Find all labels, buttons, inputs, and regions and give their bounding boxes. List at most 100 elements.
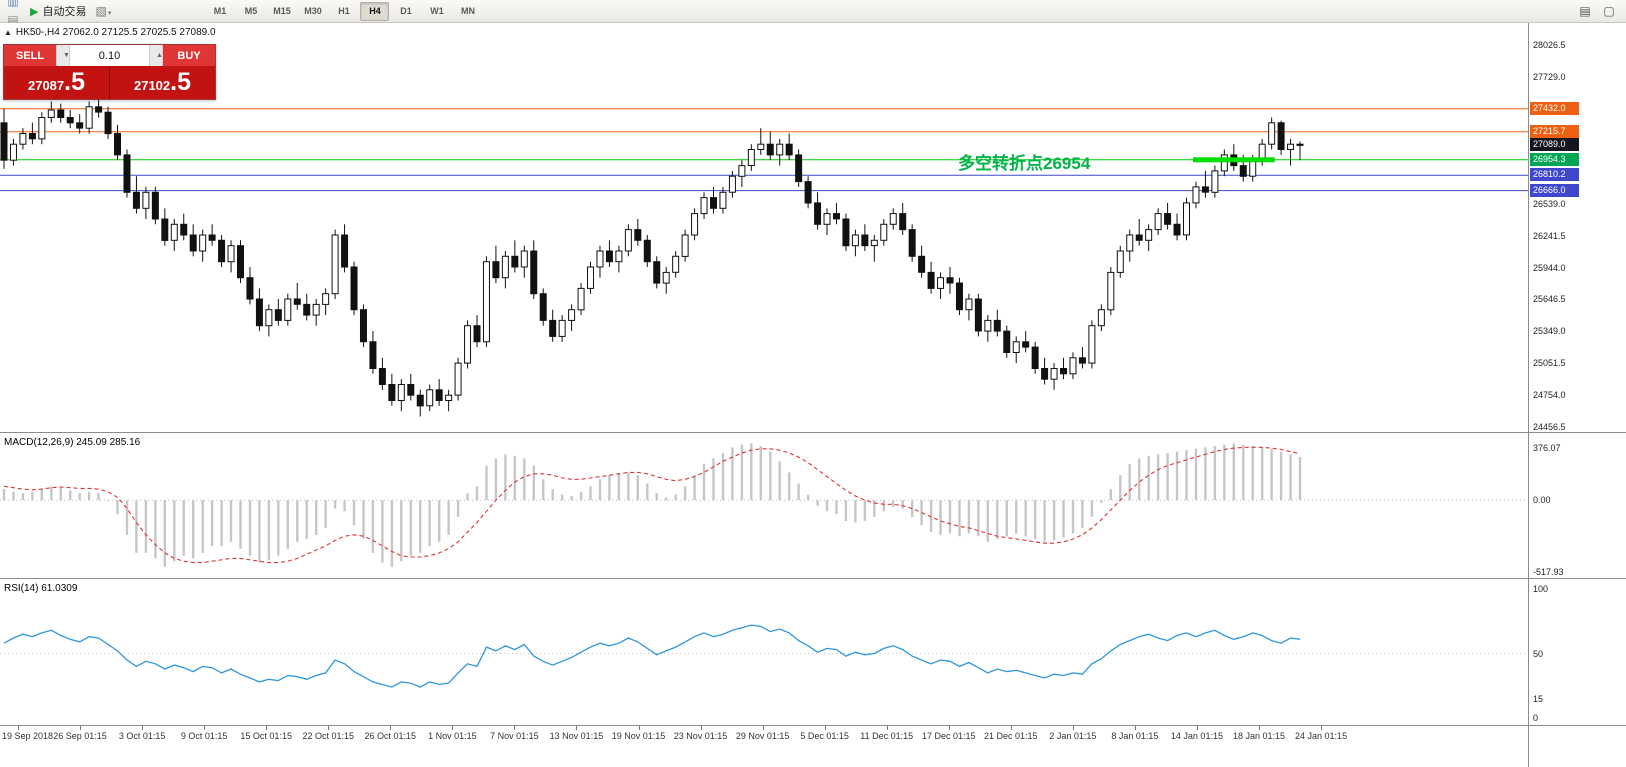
date-tick <box>1134 726 1136 730</box>
buy-price[interactable]: 27102.5 <box>133 68 191 96</box>
main-chart-panel[interactable]: ▲ HK50-,H4 27062.0 27125.5 27025.5 27089… <box>0 23 1528 432</box>
date-tick <box>1010 726 1012 730</box>
chart-window-icon[interactable]: ▥ <box>7 0 19 8</box>
date-tick <box>638 726 640 730</box>
date-label: 17 Dec 01:15 <box>921 731 976 741</box>
date-tick <box>514 726 516 730</box>
macd-scale-label: 376.07 <box>1533 442 1561 453</box>
panel-separator[interactable] <box>0 578 1626 579</box>
price-tick-label: 26241.5 <box>1533 230 1566 241</box>
templates-icon[interactable]: ▧▾ <box>95 3 112 18</box>
pivot-annotation: 多空转折点26954 <box>958 154 1091 173</box>
timeframe-mn[interactable]: MN <box>460 5 475 16</box>
auto-trading-button[interactable]: ▶ 自动交易 <box>24 2 92 21</box>
candles-layer <box>0 99 1304 417</box>
date-label: 3 Oct 01:15 <box>118 731 166 741</box>
volume-increase-button[interactable]: ▲ <box>149 45 163 66</box>
rsi-line <box>3 624 1301 688</box>
date-label: 24 Jan 01:15 <box>1295 731 1348 741</box>
date-label: 21 Dec 01:15 <box>984 731 1038 741</box>
volume-input[interactable] <box>70 45 149 66</box>
price-level-tag: 26954.3 <box>1530 152 1579 166</box>
date-tick <box>762 726 764 730</box>
macd-signal-line <box>3 446 1301 564</box>
macd-label: MACD(12,26,9) 245.09 285.16 <box>4 437 141 448</box>
date-label: 1 Nov 01:15 <box>428 731 477 741</box>
price-tick-label: 25646.5 <box>1533 294 1566 305</box>
date-tick <box>266 726 268 730</box>
timeframe-m15[interactable]: M15 <box>273 5 291 16</box>
chevron-down-icon[interactable]: ▾ <box>107 9 112 17</box>
rsi-label: RSI(14) 61.0309 <box>4 583 78 594</box>
date-label: 18 Jan 01:15 <box>1232 731 1286 741</box>
level-lines-layer[interactable] <box>0 108 1528 192</box>
macd-scale-label: -517.93 <box>1533 567 1564 578</box>
rsi-chart <box>0 624 1528 688</box>
price-tick-label: 27729.0 <box>1533 72 1566 83</box>
date-tick <box>948 726 950 730</box>
timeframe-m5[interactable]: M5 <box>244 5 258 16</box>
price-level-tag: 27432.0 <box>1530 101 1579 115</box>
date-tick <box>452 726 454 730</box>
play-icon: ▶ <box>30 5 39 18</box>
rsi-scale-label: 100 <box>1533 584 1549 594</box>
date-label: 11 Dec 01:15 <box>860 731 914 741</box>
date-tick <box>824 726 826 730</box>
rsi-panel[interactable]: RSI(14) 61.0309 <box>0 579 1528 725</box>
panel-separator[interactable] <box>0 432 1626 433</box>
date-label: 23 Nov 01:15 <box>673 731 728 741</box>
chart-title: ▲ HK50-,H4 27062.0 27125.5 27025.5 27089… <box>4 27 216 38</box>
date-tick <box>142 726 144 730</box>
date-axis[interactable]: 19 Sep 2018 26 Sep 01:15 3 Oct 01:15 9 Oct … <box>0 726 1528 767</box>
date-label: 2 Jan 01:15 <box>1049 731 1097 741</box>
window-mode-icon[interactable]: ▢ <box>1603 3 1615 18</box>
macd-scale-label: 0.00 <box>1533 495 1551 506</box>
profiles-icon[interactable]: ▤ <box>7 13 19 27</box>
price-tick-label: 24456.5 <box>1533 421 1566 432</box>
date-label: 9 Oct 01:15 <box>180 731 228 741</box>
one-click-toggle-icon[interactable]: ▲ <box>4 28 12 37</box>
date-label: 8 Jan 01:15 <box>1111 731 1159 741</box>
timeframe-d1[interactable]: D1 <box>400 5 412 16</box>
candlestick-chart[interactable] <box>0 23 1528 432</box>
date-label: 26 Oct 01:15 <box>364 731 417 741</box>
date-label: 5 Dec 01:15 <box>800 731 849 741</box>
timeframe-w1[interactable]: W1 <box>430 5 444 16</box>
one-click-trading-panel: SELL ▼ ▲ BUY 27087.5 27102.5 <box>3 44 216 100</box>
date-tick <box>1072 726 1074 730</box>
date-label: 15 Oct 01:15 <box>240 731 292 741</box>
one-click-price-row: 27087.5 27102.5 <box>4 66 215 99</box>
timeframe-h4[interactable]: H4 <box>360 1 390 21</box>
date-label: 19 Sep 2018 <box>2 731 54 741</box>
support-highlight-segment[interactable] <box>1193 157 1275 163</box>
date-tick <box>80 726 82 730</box>
date-tick <box>1321 726 1323 730</box>
price-scale[interactable]: 28026.5 27729.0 26539.0 26241.5 25944.0 25646… <box>1528 23 1626 767</box>
buy-button[interactable]: BUY <box>163 45 215 66</box>
price-level-tag: 27089.0 <box>1530 138 1579 152</box>
price-tick-label: 25051.5 <box>1533 357 1566 368</box>
price-level-tag: 26666.0 <box>1530 183 1579 197</box>
date-label: 29 Nov 01:15 <box>735 731 790 741</box>
volume-decrease-button[interactable]: ▼ <box>56 45 70 66</box>
sell-button[interactable]: SELL <box>4 45 56 66</box>
price-tick-label: 25349.0 <box>1533 326 1566 337</box>
date-tick <box>886 726 888 730</box>
toolbar-right-group: ▤ ▢ <box>1575 2 1623 21</box>
sell-price[interactable]: 27087.5 <box>4 66 110 99</box>
price-level-tag: 26810.2 <box>1530 168 1579 182</box>
one-click-order-row: SELL ▼ ▲ BUY <box>4 45 215 66</box>
timeframe-m30[interactable]: M30 <box>304 5 322 16</box>
date-tick <box>576 726 578 730</box>
date-label: 14 Jan 01:15 <box>1170 731 1223 741</box>
price-tick-label: 26539.0 <box>1533 199 1566 210</box>
timeframe-group: M1 M5 M15 M30 H1 H4 D1 W1 MN <box>204 1 483 21</box>
date-label: 7 Nov 01:15 <box>490 731 539 741</box>
timeframe-m1[interactable]: M1 <box>213 5 227 16</box>
chart-title-text: HK50-,H4 27062.0 27125.5 27025.5 27089.0 <box>15 27 216 38</box>
chart-list-icon[interactable]: ▤ <box>1579 3 1591 18</box>
timeframe-h1[interactable]: H1 <box>338 5 350 16</box>
macd-panel[interactable]: MACD(12,26,9) 245.09 285.16 <box>0 433 1528 578</box>
rsi-scale-label: 50 <box>1533 648 1544 659</box>
